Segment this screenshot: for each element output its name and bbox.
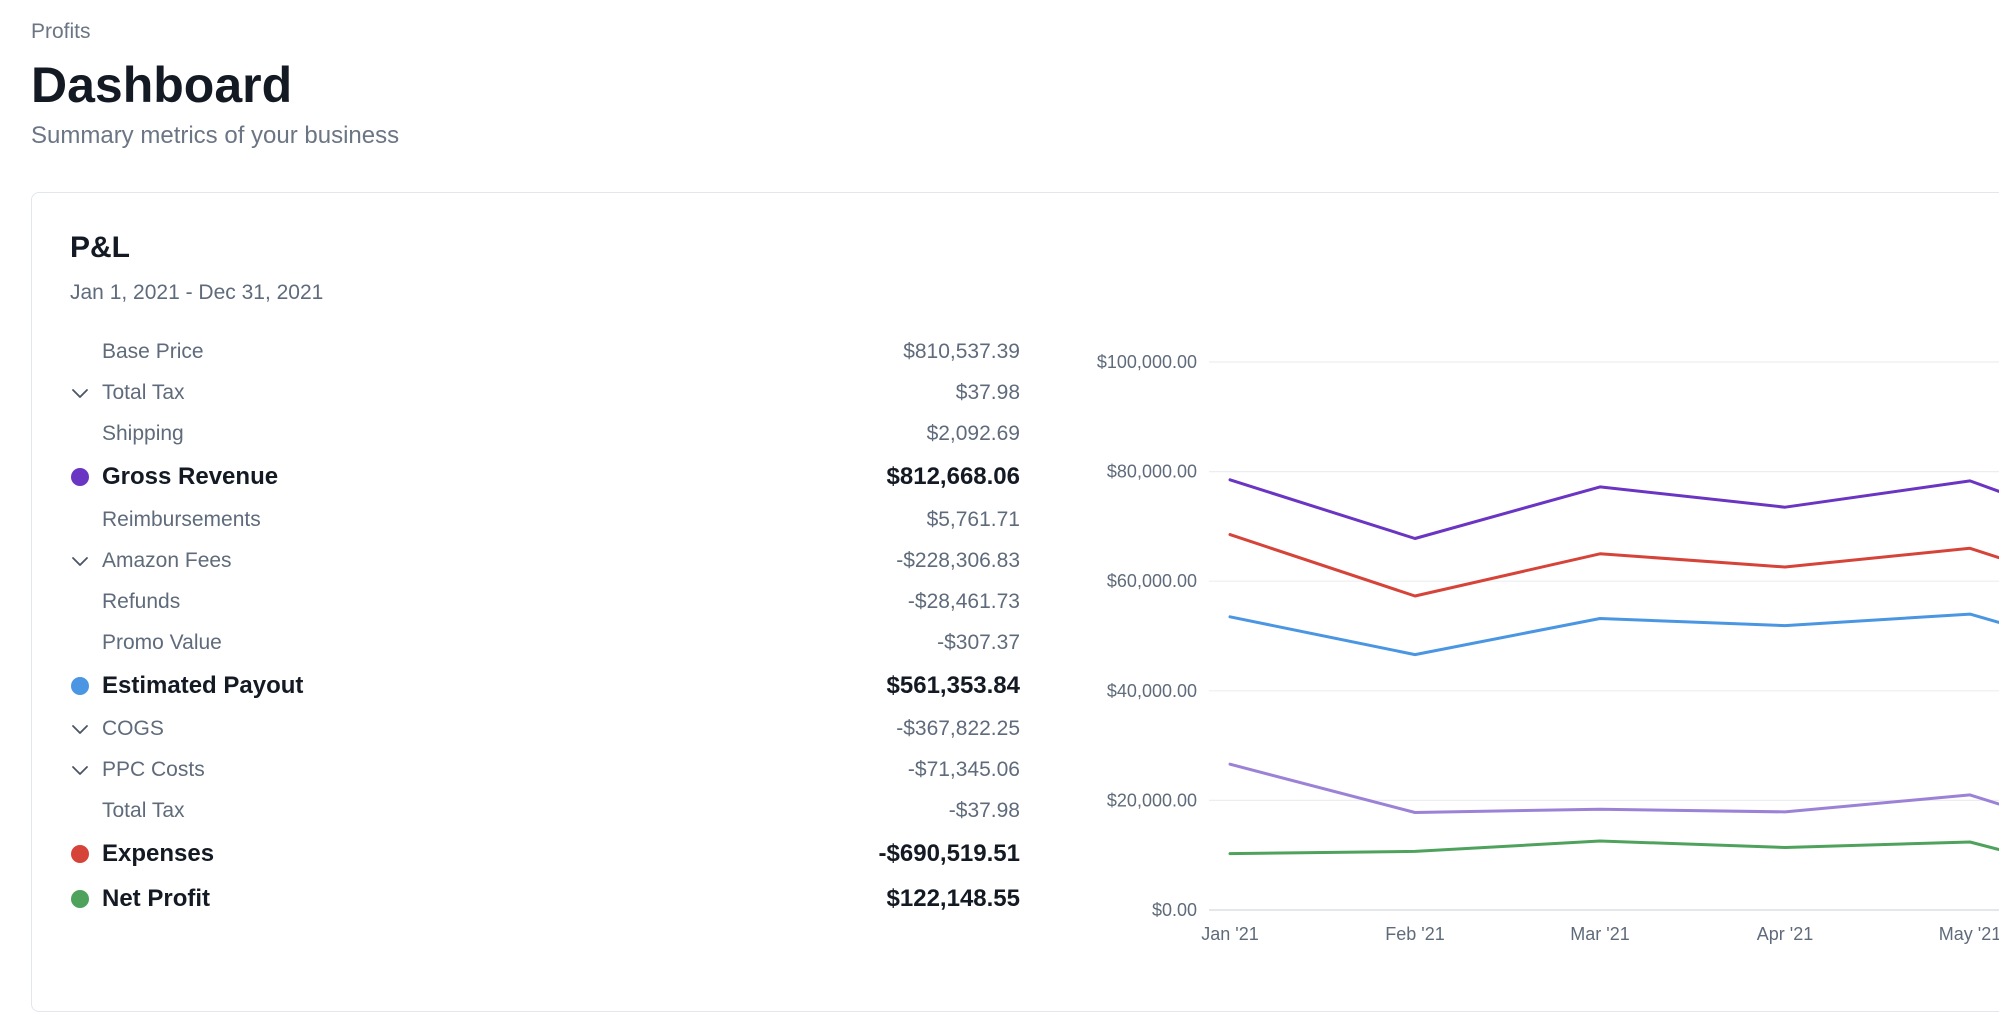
row-spacer (70, 592, 90, 612)
pl-row-value: $561,353.84 (886, 671, 1020, 699)
pl-row: Shipping $2,092.69 (70, 413, 1020, 454)
pl-row-value: -$307.37 (937, 630, 1020, 654)
pl-row-value: -$690,519.51 (878, 839, 1020, 867)
pl-row-label: Total Tax (102, 798, 185, 822)
pl-chart: $0.00 $20,000.00 $40,000.00 $60,000.00 $80,0… (1034, 335, 1999, 955)
series-dot-icon (70, 467, 90, 487)
pl-row[interactable]: Amazon Fees -$228,306.83 (70, 540, 1020, 581)
pl-row-value: $2,092.69 (926, 421, 1020, 445)
pl-row-label: Promo Value (102, 630, 222, 654)
pl-row-value: $810,537.39 (903, 339, 1020, 363)
pl-row: Net Profit $122,148.55 (70, 876, 1020, 921)
pl-row-label: Estimated Payout (102, 671, 304, 699)
chevron-down-icon[interactable] (70, 760, 90, 780)
series-line-5 (1228, 839, 1999, 856)
pl-row-label: Refunds (102, 589, 181, 613)
y-tick-label: $80,000.00 (1107, 462, 1197, 482)
pl-row-label: Reimbursements (102, 507, 261, 531)
pl-row: Estimated Payout $561,353.84 (70, 663, 1020, 708)
card-title: P&L (70, 231, 130, 264)
chevron-down-icon[interactable] (70, 719, 90, 739)
y-tick-label: $0.00 (1152, 900, 1197, 920)
series-line-1 (1228, 478, 1999, 540)
breadcrumb[interactable]: Profits (31, 20, 91, 43)
x-tick-label: Mar '21 (1570, 924, 1629, 944)
row-spacer (70, 801, 90, 821)
pl-row: Reimbursements $5,761.71 (70, 499, 1020, 540)
pl-row: Promo Value -$307.37 (70, 622, 1020, 663)
pl-row-label: Total Tax (102, 380, 185, 404)
pl-row: Refunds -$28,461.73 (70, 581, 1020, 622)
pl-row-value: $5,761.71 (926, 507, 1020, 531)
row-spacer (70, 510, 90, 530)
pl-row: Expenses -$690,519.51 (70, 831, 1020, 876)
series-dot-icon (70, 676, 90, 696)
line-chart: $0.00 $20,000.00 $40,000.00 $60,000.00 $80,0… (1097, 352, 1999, 944)
series-dot-icon (70, 844, 90, 864)
pl-row-value: $37.98 (955, 380, 1020, 404)
pl-row-value: $122,148.55 (886, 884, 1020, 912)
pl-row-value: -$367,822.25 (896, 716, 1020, 740)
page-subtitle: Summary metrics of your business (31, 122, 400, 149)
pl-card: P&L Jan 1, 2021 - Dec 31, 2021 Base Pric… (31, 192, 1999, 1012)
y-tick-label: $20,000.00 (1107, 790, 1197, 810)
y-tick-label: $60,000.00 (1107, 571, 1197, 591)
y-tick-label: $100,000.00 (1097, 352, 1197, 372)
x-tick-label: May '21 (1939, 924, 1999, 944)
pl-row-label: Net Profit (102, 884, 210, 912)
series-line-4 (1228, 762, 1999, 814)
pl-row-label: COGS (102, 716, 164, 740)
chevron-down-icon[interactable] (70, 383, 90, 403)
pl-row-label: Base Price (102, 339, 204, 363)
chevron-down-icon[interactable] (70, 551, 90, 571)
pl-row[interactable]: Total Tax $37.98 (70, 372, 1020, 413)
pl-row: Gross Revenue $812,668.06 (70, 454, 1020, 499)
pl-row: Base Price $810,537.39 (70, 331, 1020, 372)
pl-row-value: -$71,345.06 (907, 757, 1020, 781)
series-line-2 (1228, 533, 1999, 598)
pl-row-label: Shipping (102, 421, 184, 445)
row-spacer (70, 342, 90, 362)
pl-row[interactable]: COGS -$367,822.25 (70, 708, 1020, 749)
page-title: Dashboard (31, 57, 293, 113)
pl-row-value: -$228,306.83 (896, 548, 1020, 572)
series-dot-icon (70, 889, 90, 909)
pl-row-value: -$37.98 (948, 798, 1020, 822)
pl-row[interactable]: PPC Costs -$71,345.06 (70, 749, 1020, 790)
date-range: Jan 1, 2021 - Dec 31, 2021 (70, 281, 324, 304)
pl-row-label: PPC Costs (102, 757, 205, 781)
pl-row-value: -$28,461.73 (907, 589, 1020, 613)
pl-row-label: Gross Revenue (102, 462, 279, 490)
pl-row-label: Expenses (102, 839, 215, 867)
pl-row: Total Tax -$37.98 (70, 790, 1020, 831)
row-spacer (70, 424, 90, 444)
pl-table: Base Price $810,537.39 Total Tax $37.98 Ship… (70, 331, 1020, 921)
x-tick-label: Apr '21 (1757, 924, 1813, 944)
pl-row-value: $812,668.06 (886, 462, 1020, 490)
series-line-3 (1228, 612, 1999, 657)
row-spacer (70, 633, 90, 653)
pl-row-label: Amazon Fees (102, 548, 232, 572)
x-tick-label: Feb '21 (1385, 924, 1444, 944)
y-tick-label: $40,000.00 (1107, 681, 1197, 701)
x-tick-label: Jan '21 (1201, 924, 1258, 944)
